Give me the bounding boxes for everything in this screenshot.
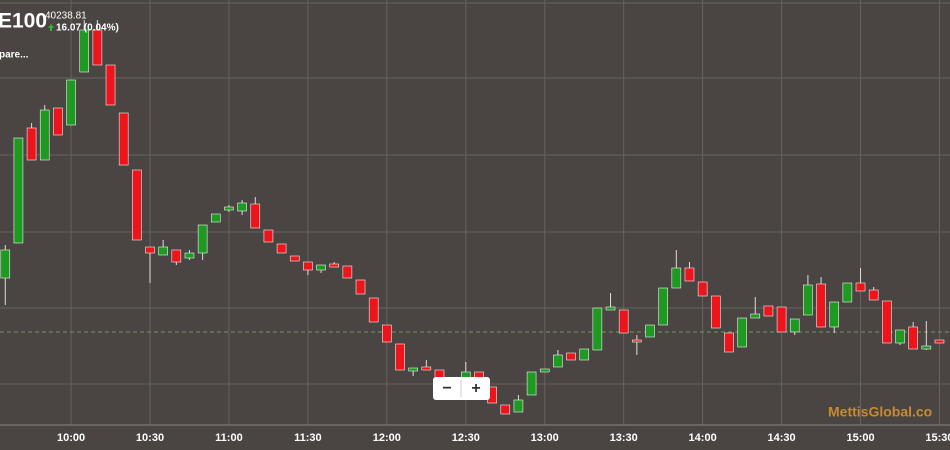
candle-body — [934, 339, 945, 344]
candle-body — [539, 368, 550, 373]
candle-body — [842, 282, 853, 303]
x-tick-label: 13:30 — [610, 432, 638, 444]
x-tick-label: 11:30 — [294, 432, 322, 444]
candle-body — [171, 249, 182, 263]
change: 16.07 (0.04%) — [56, 23, 119, 34]
candle-body — [895, 329, 905, 344]
candle-body — [342, 265, 353, 279]
x-tick-label: 10:00 — [57, 432, 85, 444]
candle-body — [605, 306, 616, 311]
candle-body — [250, 203, 261, 229]
candle-body — [684, 267, 695, 282]
candle-body — [355, 279, 366, 295]
candle-body — [882, 300, 892, 344]
candle-body — [237, 202, 247, 212]
zoom-out[interactable]: − — [442, 380, 451, 397]
candle-body — [408, 367, 418, 372]
candle-body — [39, 109, 50, 161]
candle-body — [158, 246, 168, 256]
candle-body — [105, 64, 116, 106]
zoom-in[interactable]: + — [471, 380, 480, 397]
candle-body — [816, 283, 826, 328]
zoom-controls: − + — [433, 377, 490, 400]
candle-body — [303, 261, 313, 271]
candle-body — [53, 107, 63, 136]
candle-body — [763, 305, 774, 317]
price: 40238.81 — [45, 11, 87, 22]
candle-body — [855, 282, 866, 292]
candle-body — [697, 281, 708, 297]
candle-body — [316, 264, 326, 271]
candle-body — [395, 343, 405, 371]
candle-body — [382, 324, 392, 343]
candle-body — [276, 243, 287, 254]
candle-body — [263, 229, 274, 243]
candle-body — [592, 307, 603, 351]
x-tick-label: 13:00 — [531, 432, 559, 444]
candle-body — [118, 112, 129, 166]
candle-body — [513, 399, 524, 413]
x-tick-label: 12:30 — [452, 432, 480, 444]
candle-body — [329, 263, 340, 268]
candle-body — [210, 213, 221, 223]
candle-body — [421, 366, 432, 371]
candle-body — [13, 137, 24, 244]
candle-body — [79, 29, 90, 73]
candle-body — [66, 79, 76, 126]
candle-body — [526, 371, 537, 396]
candle-body — [224, 206, 234, 211]
candle-body — [776, 306, 787, 333]
compare[interactable]: pare... — [0, 50, 29, 61]
x-tick-label: 15:00 — [846, 432, 874, 444]
candle-body — [289, 255, 300, 262]
candle-body — [671, 267, 682, 289]
candle-body — [145, 246, 155, 254]
candle-body — [908, 326, 918, 350]
candle-body — [566, 352, 576, 361]
x-tick-label: 14:00 — [689, 432, 717, 444]
symbol: E100 — [0, 10, 47, 33]
candle-body — [829, 301, 840, 328]
candle-body — [868, 289, 879, 301]
candle-body — [750, 313, 761, 319]
candle-body — [803, 284, 813, 316]
candle-body — [184, 252, 195, 259]
x-tick-label: 15:30 — [925, 432, 950, 444]
candle-body — [368, 297, 379, 323]
candle-body — [197, 224, 208, 254]
candle-body — [26, 127, 37, 161]
candle-body — [632, 339, 642, 343]
candle-body — [724, 332, 734, 353]
candle-body — [645, 324, 655, 338]
x-tick-label: 10:30 — [136, 432, 164, 444]
candle-body — [0, 249, 11, 279]
candle-body — [618, 309, 629, 334]
candle-body — [579, 348, 590, 361]
candle-body — [553, 354, 563, 368]
candle-body — [132, 169, 142, 241]
up-arrow — [48, 24, 54, 31]
candle-body — [658, 287, 668, 326]
candle-body — [92, 29, 103, 66]
x-tick-label: 14:30 — [768, 432, 796, 444]
watermark: MettisGlobal.co — [828, 404, 932, 420]
candle-body — [737, 317, 747, 348]
candle-body — [921, 345, 932, 350]
candle-body — [500, 404, 511, 415]
candle-body — [710, 295, 721, 329]
x-tick-label: 12:00 — [373, 432, 401, 444]
x-tick-label: 11:00 — [215, 432, 243, 444]
candle-body — [789, 318, 800, 333]
